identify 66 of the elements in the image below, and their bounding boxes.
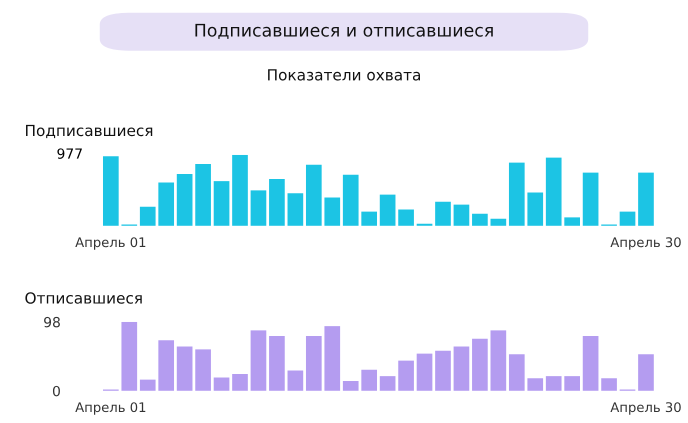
bar (195, 164, 211, 226)
bar (158, 182, 174, 226)
bar (306, 164, 322, 226)
bar (546, 158, 562, 226)
bar (380, 376, 396, 391)
bar (250, 190, 266, 226)
bar (176, 346, 192, 391)
bar (472, 338, 488, 391)
bar (288, 193, 304, 226)
bar (269, 178, 285, 226)
bar (527, 192, 544, 226)
chart-title: Подписавшиеся (26, 124, 152, 138)
bar (508, 162, 525, 226)
bar (250, 330, 266, 391)
bar (232, 154, 248, 226)
bar (121, 322, 138, 391)
bar (435, 350, 451, 391)
bar (490, 218, 506, 226)
x-tick-label: Апрель 01 (75, 237, 146, 250)
bar (490, 330, 506, 391)
bar (454, 346, 470, 391)
bar (564, 376, 580, 391)
bar (342, 174, 359, 226)
bar (324, 197, 340, 226)
bar (546, 376, 562, 391)
bar (620, 212, 636, 226)
bar (324, 326, 340, 391)
bar (601, 378, 617, 391)
bar (306, 336, 322, 391)
bar (435, 202, 451, 226)
bar (582, 172, 598, 226)
bar (214, 181, 230, 226)
text: Подписавшиеся и отписавшиеся (195, 24, 493, 39)
bar (527, 378, 544, 391)
bar (508, 354, 525, 391)
text: Показатели охвата (268, 69, 420, 81)
bar (454, 204, 470, 226)
bar (232, 374, 248, 391)
bar (361, 370, 378, 391)
x-tick-label: Апрель 01 (75, 402, 146, 415)
y-tick-label: 98 (44, 316, 60, 328)
bar (102, 156, 119, 226)
bar (564, 217, 580, 226)
bar (176, 174, 192, 226)
x-tick-label: Апрель 30 (610, 237, 681, 250)
bar (195, 349, 211, 391)
bar (361, 212, 378, 226)
y-tick-label: 0 (52, 386, 60, 396)
bar (582, 336, 598, 391)
bar (472, 214, 488, 226)
bar (380, 194, 396, 226)
bar (638, 172, 654, 226)
bar (398, 360, 414, 391)
bar (269, 336, 285, 391)
x-tick-label: Апрель 30 (610, 402, 681, 415)
bar (638, 354, 654, 391)
bar (288, 370, 304, 391)
chart-title: Отписавшиеся (25, 292, 142, 304)
bar (158, 340, 174, 391)
text: 977 (57, 148, 82, 159)
bar (140, 380, 156, 391)
bar (398, 210, 414, 226)
bar (140, 206, 156, 226)
bar (416, 354, 432, 391)
bar (214, 377, 230, 391)
bar (342, 381, 359, 391)
